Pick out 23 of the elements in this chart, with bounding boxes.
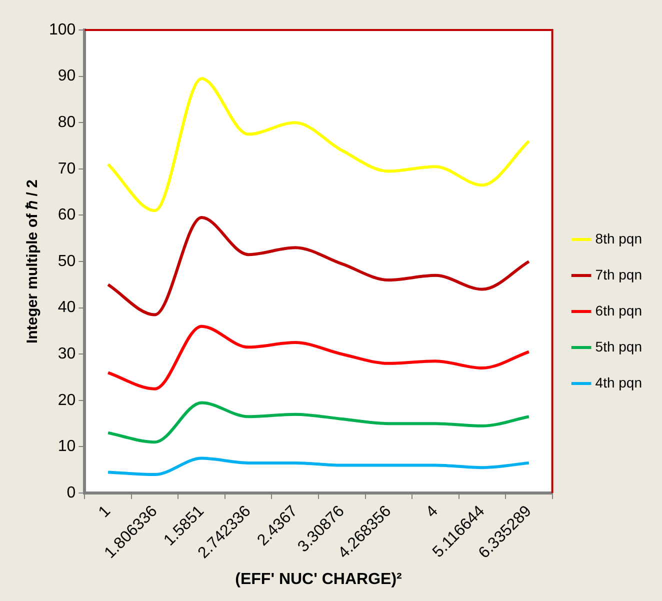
legend-label: 7th pqn: [595, 266, 642, 282]
y-tick-label: 30: [58, 346, 76, 363]
y-axis-title: Integer multiple of ℏ / 2: [24, 180, 42, 344]
y-tick-label: 10: [58, 438, 76, 456]
y-tick-label: 40: [58, 299, 76, 316]
y-tick-label: 50: [58, 252, 76, 270]
line-series: [106, 324, 530, 390]
line-series: [106, 456, 530, 476]
y-tick-label: 70: [58, 160, 76, 178]
line-series: [106, 216, 530, 316]
legend-label: 6th pqn: [595, 302, 642, 318]
y-tick-label: 90: [58, 68, 76, 85]
legend-label: 4th pqn: [595, 374, 642, 390]
legend-label: 5th pqn: [595, 338, 642, 354]
y-tick-label: 20: [58, 392, 76, 409]
y-tick-label: 60: [58, 206, 76, 224]
line-series: [106, 401, 530, 444]
x-axis-title: (EFF' NUC' CHARGE)²: [235, 570, 402, 588]
y-tick-label: 100: [48, 21, 76, 38]
y-tick-label: 80: [58, 114, 76, 132]
legend-label: 8th pqn: [595, 230, 642, 246]
line-series: [106, 77, 530, 212]
y-tick-label: 0: [66, 484, 76, 502]
